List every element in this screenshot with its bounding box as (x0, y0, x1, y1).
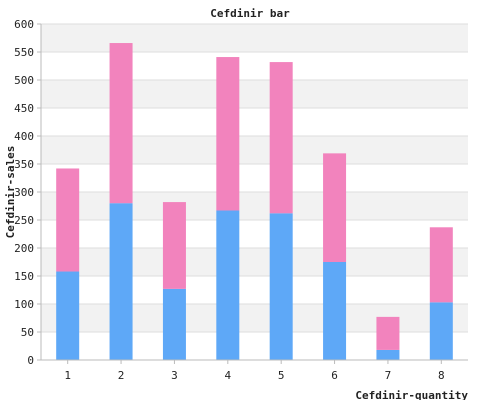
y-tick-label: 200 (14, 242, 34, 255)
bar-segment-2-2 (109, 43, 133, 204)
bars (56, 43, 453, 360)
background-band (41, 304, 468, 332)
x-tick-label: 8 (438, 369, 445, 382)
y-tick-label: 100 (14, 298, 34, 311)
background-band (41, 192, 468, 220)
chart-title: Cefdinir bar (210, 7, 290, 20)
background-band (41, 248, 468, 276)
bar-segment-2-1 (56, 168, 80, 272)
bar-segment-1-3 (162, 288, 186, 360)
y-tick-label: 450 (14, 102, 34, 115)
background-bands (41, 24, 468, 332)
x-tick-label: 2 (118, 369, 125, 382)
y-tick-label: 0 (27, 354, 34, 367)
x-tick-label: 1 (64, 369, 71, 382)
bar-segment-1-8 (429, 302, 453, 360)
x-tick-labels: 1 2 3 4 5 6 7 8 (64, 369, 444, 382)
y-tick-labels: 0 50 100 150 200 250 300 350 400 450 500 550 600 (14, 18, 34, 367)
bar-segment-2-8 (429, 227, 453, 303)
x-tick-label: 6 (331, 369, 338, 382)
background-band (41, 80, 468, 108)
bar-segment-1-4 (216, 210, 240, 360)
bar-segment-1-5 (269, 213, 293, 360)
y-tick-label: 250 (14, 214, 34, 227)
bar-segment-2-6 (323, 153, 347, 262)
bar-segment-2-7 (376, 316, 400, 350)
x-axis-label: Cefdinir-quantity (355, 389, 468, 400)
x-tick-label: 3 (171, 369, 178, 382)
y-tick-label: 550 (14, 46, 34, 59)
y-tick-label: 50 (21, 326, 34, 339)
background-band (41, 24, 468, 52)
y-tick-label: 500 (14, 74, 34, 87)
bar-segment-2-3 (162, 202, 186, 289)
bar-segment-2-4 (216, 57, 240, 211)
y-tick-label: 600 (14, 18, 34, 31)
y-axis-label: Cefdinir-sales (4, 146, 17, 239)
x-tick-label: 4 (225, 369, 232, 382)
background-band (41, 136, 468, 164)
bar-segment-2-5 (269, 62, 293, 214)
bar-segment-1-6 (323, 262, 347, 360)
y-tick-label: 350 (14, 158, 34, 171)
bar-segment-1-7 (376, 349, 400, 360)
x-tick-label: 5 (278, 369, 285, 382)
axes (37, 23, 468, 364)
y-tick-label: 300 (14, 186, 34, 199)
y-tick-label: 150 (14, 270, 34, 283)
x-tick-label: 7 (385, 369, 392, 382)
y-tick-label: 400 (14, 130, 34, 143)
bar-segment-1-1 (56, 271, 80, 360)
bar-segment-1-2 (109, 203, 133, 360)
